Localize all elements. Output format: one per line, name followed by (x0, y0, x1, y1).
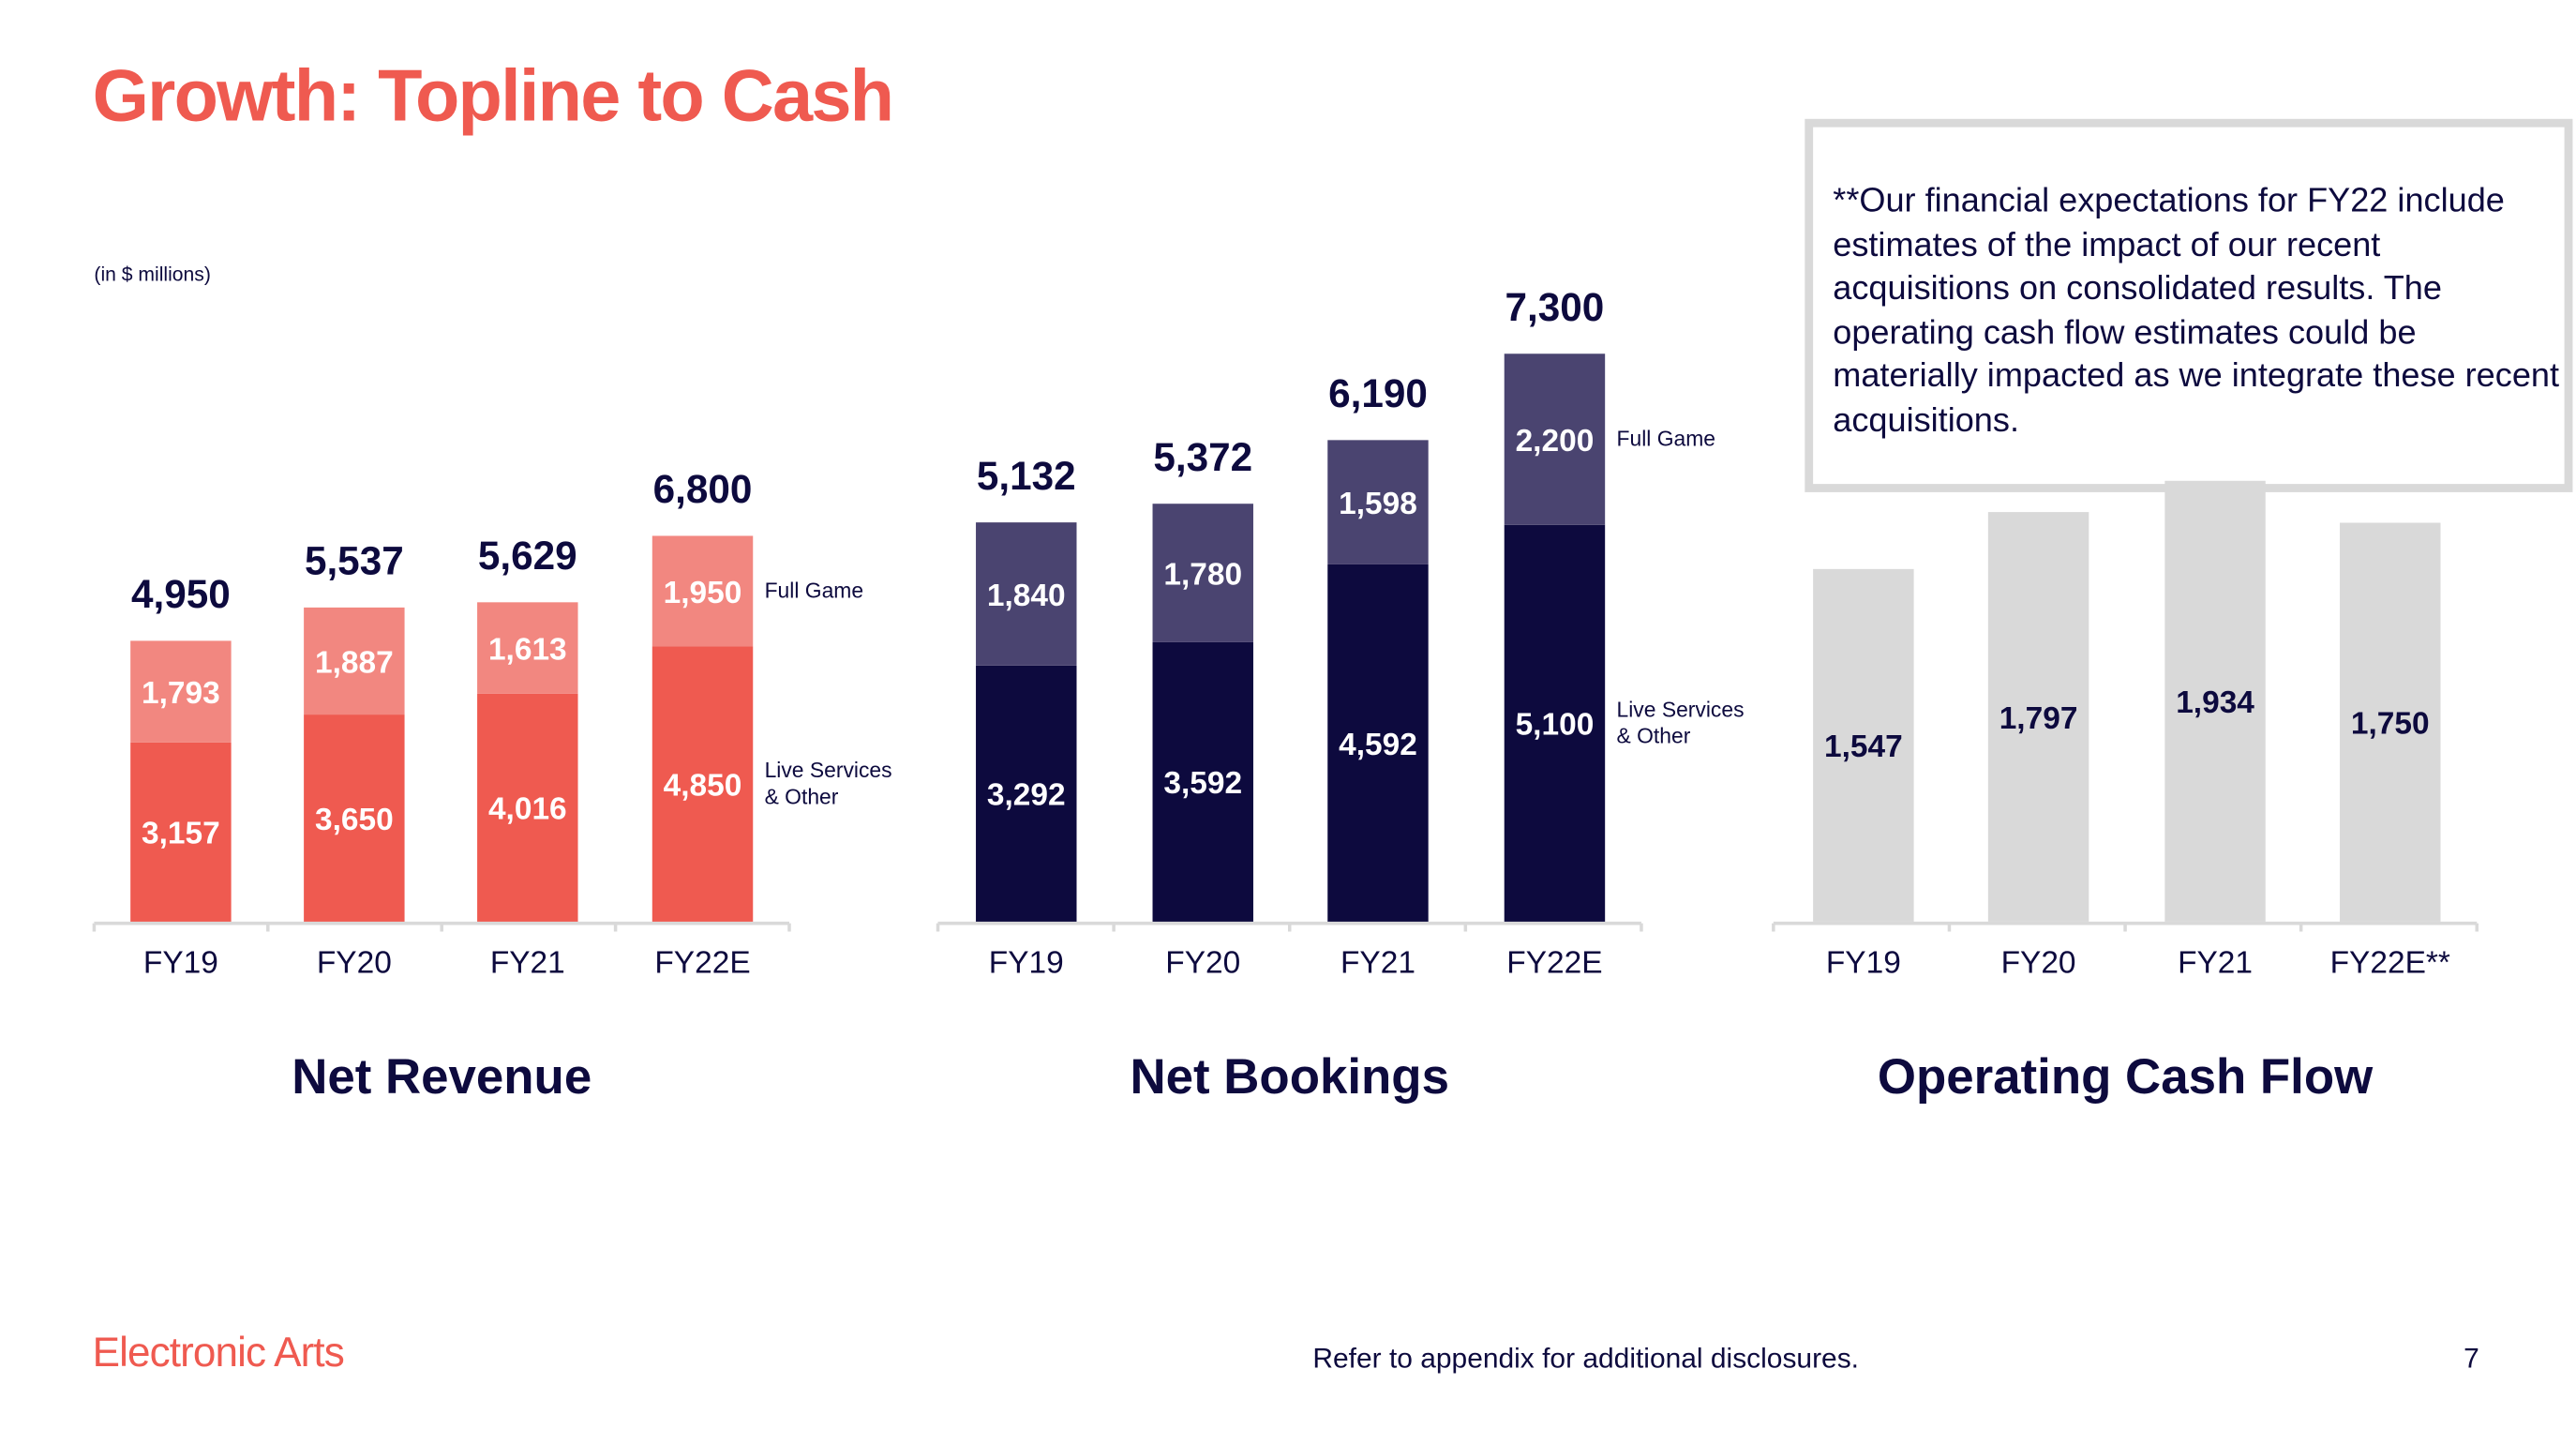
category-label: FY19 (989, 946, 1064, 981)
data-label: 1,598 (1339, 487, 1417, 521)
bar-segment-operating-cash-flow-fy20 (1987, 512, 2089, 922)
disclaimer-box: **Our financial expectations for FY22 in… (1805, 118, 2573, 492)
page-title: Growth: Topline to Cash (92, 55, 894, 138)
category-label: FY22E (1506, 946, 1602, 981)
data-label: 2,200 (1516, 424, 1595, 459)
chart-title: Net Revenue (292, 1049, 592, 1105)
units-note: (in $ millions) (94, 263, 211, 286)
legend-label: Live Services & Other (765, 758, 892, 808)
data-label: 4,592 (1339, 728, 1417, 762)
bar-segment-net-revenue-fy20 (304, 714, 405, 922)
legend-label-line: Full Game (1617, 427, 1716, 451)
total-label: 5,372 (1153, 435, 1252, 479)
bar-segment-net-bookings-fy19 (976, 665, 1077, 922)
category-label: FY19 (1826, 946, 1901, 981)
data-label: 1,934 (2176, 685, 2254, 720)
bar-segment-net-revenue-fy21 (477, 693, 578, 922)
category-label: FY20 (317, 946, 392, 981)
category-label: FY21 (1340, 946, 1415, 981)
bar-segment-operating-cash-flow-fy22e (2340, 522, 2441, 922)
category-label: FY20 (1165, 946, 1240, 981)
bar-segment-net-bookings-fy20 (1152, 641, 1253, 922)
category-label: FY21 (490, 946, 565, 981)
legend-label-line: & Other (765, 784, 839, 808)
data-label: 4,016 (488, 792, 567, 827)
legend-label-line: Full Game (765, 579, 864, 603)
data-label: 3,292 (987, 778, 1066, 813)
data-label: 3,650 (315, 803, 394, 837)
data-label: 1,793 (142, 676, 220, 711)
bar-segment-net-revenue-fy19 (130, 742, 232, 922)
category-label: FY21 (2178, 946, 2253, 981)
page-number: 7 (2464, 1343, 2479, 1375)
bar-segment-net-revenue-fy22e (651, 646, 754, 922)
category-label: FY19 (143, 946, 218, 981)
bar-segment-net-bookings-fy20 (1152, 504, 1253, 642)
chart-title: Operating Cash Flow (1878, 1049, 2374, 1105)
data-label: 1,840 (987, 579, 1066, 613)
legend-label-line: Live Services (1617, 697, 1745, 721)
bar-segment-net-bookings-fy21 (1327, 440, 1429, 564)
data-label: 3,592 (1163, 766, 1242, 801)
bar-segment-net-revenue-fy21 (477, 602, 578, 694)
legend-label-line: Live Services (765, 758, 892, 782)
total-label: 6,190 (1328, 371, 1428, 415)
total-label: 6,800 (653, 467, 753, 511)
total-label: 7,300 (1505, 285, 1605, 329)
bar-segment-net-bookings-fy21 (1327, 564, 1429, 922)
data-label: 1,780 (1163, 557, 1242, 592)
total-label: 5,537 (305, 539, 404, 583)
legend-label: Full Game (765, 579, 864, 603)
total-label: 4,950 (131, 572, 231, 616)
category-label: FY22E (654, 946, 750, 981)
data-label: 3,157 (142, 817, 220, 851)
total-label: 5,132 (977, 454, 1076, 498)
legend-label-line: & Other (1617, 723, 1691, 747)
legend-label: Live Services & Other (1617, 697, 1745, 747)
bar-segment-net-bookings-fy22e (1504, 353, 1606, 525)
category-label: FY22E** (2330, 946, 2450, 981)
data-label: 1,950 (664, 576, 742, 610)
bar-segment-net-revenue-fy20 (304, 607, 405, 715)
chart-title: Net Bookings (1130, 1049, 1448, 1105)
bar-segment-operating-cash-flow-fy19 (1813, 568, 1914, 922)
category-label: FY20 (2001, 946, 2076, 981)
bar-segment-net-revenue-fy22e (651, 535, 754, 647)
data-label: 1,750 (2351, 707, 2430, 742)
total-label: 5,629 (478, 534, 577, 578)
bar-segment-net-bookings-fy19 (976, 522, 1077, 666)
legend-label: Full Game (1617, 427, 1716, 451)
data-label: 1,887 (315, 645, 394, 680)
bar-segment-net-revenue-fy19 (130, 640, 232, 743)
bar-segment-net-bookings-fy22e (1504, 524, 1606, 922)
data-label: 1,797 (1999, 701, 2078, 736)
data-label: 1,547 (1824, 730, 1903, 764)
data-label: 5,100 (1516, 708, 1595, 743)
data-label: 1,613 (488, 632, 567, 667)
footer-note: Refer to appendix for additional disclos… (1312, 1343, 1860, 1375)
bar-segment-operating-cash-flow-fy21 (2164, 480, 2266, 922)
brand-logo-text: Electronic Arts (92, 1330, 345, 1376)
data-label: 4,850 (664, 769, 742, 804)
